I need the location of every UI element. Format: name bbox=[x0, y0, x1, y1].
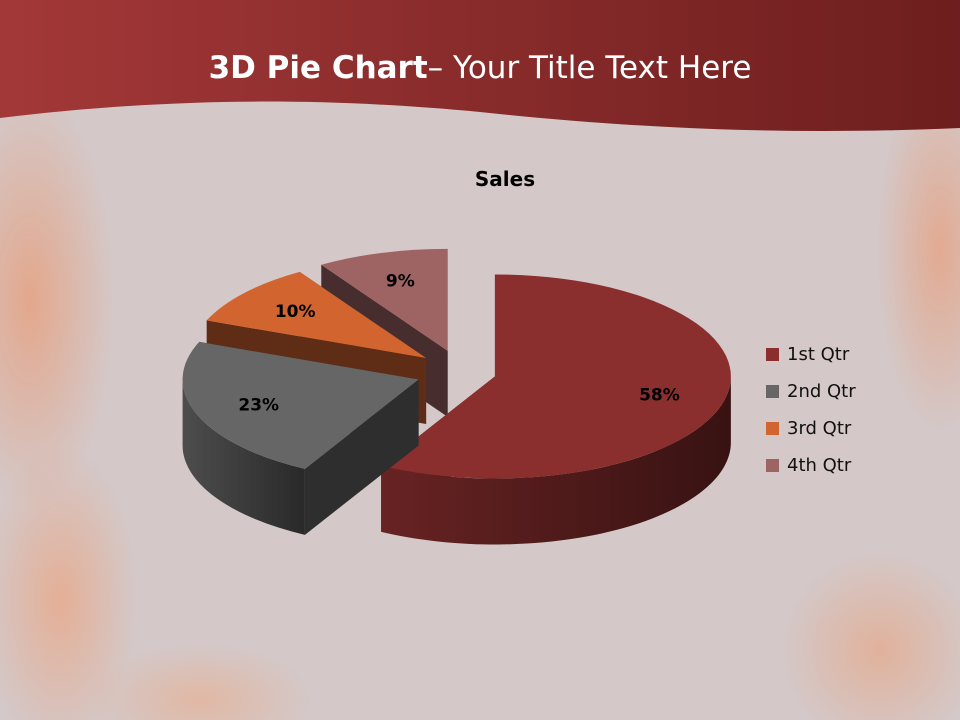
slice-outer-wall bbox=[182, 379, 305, 535]
legend-label: 1st Qtr bbox=[787, 344, 850, 365]
legend-swatch bbox=[766, 348, 779, 361]
slice-outer-wall bbox=[381, 376, 731, 545]
slide-title: 3D Pie Chart– Your Title Text Here bbox=[208, 50, 752, 86]
slice-top bbox=[206, 271, 427, 358]
pie-slice-2 bbox=[182, 341, 419, 535]
legend-swatch bbox=[766, 422, 779, 435]
legend-item: 2nd Qtr bbox=[766, 373, 856, 410]
legend-swatch bbox=[766, 385, 779, 398]
pie-slice-1 bbox=[381, 274, 731, 545]
chart-title: Sales bbox=[474, 167, 536, 191]
legend-label: 2nd Qtr bbox=[787, 381, 856, 402]
data-label: 10% bbox=[275, 302, 316, 322]
legend-label: 3rd Qtr bbox=[787, 418, 852, 439]
slice-top bbox=[182, 341, 419, 469]
legend: 1st Qtr 2nd Qtr 3rd Qtr 4th Qtr bbox=[766, 336, 856, 484]
slice-top bbox=[321, 248, 448, 351]
legend-item: 3rd Qtr bbox=[766, 410, 856, 447]
legend-item: 1st Qtr bbox=[766, 336, 856, 373]
legend-item: 4th Qtr bbox=[766, 447, 856, 484]
data-label: 9% bbox=[386, 271, 415, 291]
data-label: 58% bbox=[639, 386, 680, 406]
slice-top bbox=[381, 274, 731, 479]
data-label: 23% bbox=[238, 395, 279, 415]
header-banner bbox=[0, 0, 960, 132]
legend-label: 4th Qtr bbox=[787, 455, 852, 476]
legend-swatch bbox=[766, 459, 779, 472]
